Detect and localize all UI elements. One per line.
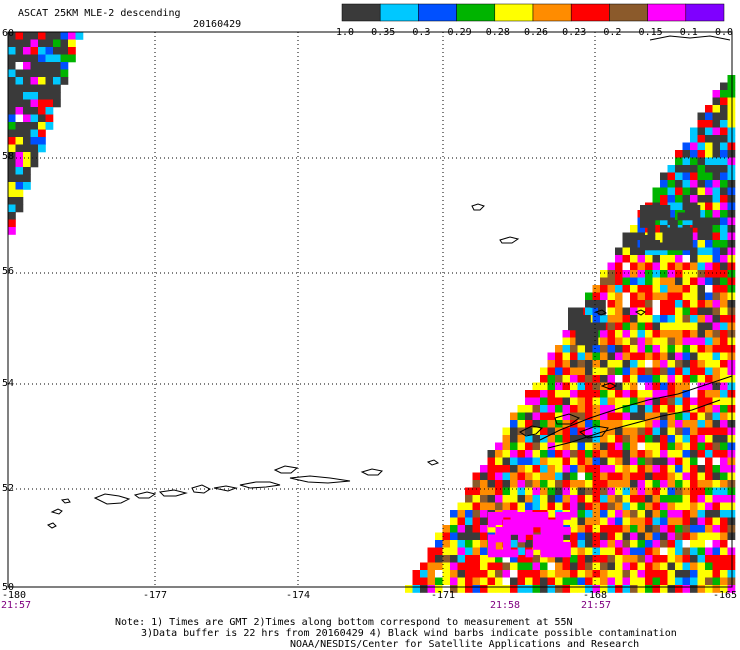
colorbar-swatch bbox=[532, 3, 572, 22]
note-line-1: Note: 1) Times are GMT 2)Times along bot… bbox=[115, 617, 573, 628]
colorbar-swatch bbox=[418, 3, 457, 22]
lon-label-180: -180 bbox=[1, 590, 27, 601]
colorbar-swatch bbox=[379, 3, 419, 22]
colorbar-tick-label: -0.3 bbox=[406, 27, 431, 38]
lat-label-50: 50 bbox=[2, 582, 15, 593]
time-label-right: 21:57 bbox=[580, 600, 612, 611]
lon-label-171: -171 bbox=[430, 590, 456, 601]
colorbar-swatch bbox=[341, 3, 381, 22]
colorbar-swatch bbox=[456, 3, 496, 22]
colorbar-tick-label: -1.0 bbox=[329, 27, 355, 38]
time-label-mid: 21:58 bbox=[489, 600, 521, 611]
lat-label-56: 56 bbox=[2, 266, 15, 277]
product-date: 20160429 bbox=[193, 19, 242, 30]
colorbar-tick-label: -0.26 bbox=[517, 27, 549, 38]
colorbar-tick-label: -0.23 bbox=[556, 27, 587, 38]
note-line-2: 3)Data buffer is 22 hrs from 20160429 4)… bbox=[141, 628, 677, 639]
lon-label-174: -174 bbox=[285, 590, 311, 601]
colorbar-swatch bbox=[494, 3, 534, 22]
map-frame bbox=[7, 31, 733, 588]
colorbar-swatch bbox=[685, 3, 725, 22]
coastlines bbox=[46, 35, 733, 529]
colorbar-tick-label: -0.29 bbox=[441, 27, 472, 38]
colorbar-tick-label: -0.1 bbox=[673, 27, 698, 38]
colorbar-tick-label: -0.15 bbox=[632, 27, 663, 38]
swath-data-east bbox=[405, 75, 736, 593]
colorbar-tick-label: -0.35 bbox=[365, 27, 396, 38]
colorbar-swatch bbox=[570, 3, 610, 22]
note-line-3: NOAA/NESDIS/Center for Satellite Applica… bbox=[290, 639, 640, 650]
colorbar-tick-label: -0.2 bbox=[597, 27, 622, 38]
swath-data-northwest bbox=[8, 32, 84, 235]
lon-label-168: -168 bbox=[582, 590, 608, 601]
colorbar-swatch bbox=[609, 3, 648, 22]
lon-label-165: -165 bbox=[712, 590, 738, 601]
lon-label-177: -177 bbox=[142, 590, 168, 601]
lat-label-54: 54 bbox=[2, 378, 15, 389]
product-title: ASCAT 25KM MLE-2 descending bbox=[18, 8, 181, 19]
colorbar-tick-label: -0.28 bbox=[479, 27, 510, 38]
lat-label-58: 58 bbox=[2, 151, 15, 162]
time-label-left: 21:57 bbox=[0, 600, 32, 611]
colorbar-swatch bbox=[647, 3, 687, 22]
lat-label-52: 52 bbox=[2, 483, 15, 494]
colorbar bbox=[341, 3, 725, 22]
lat-label-60: 60 bbox=[2, 28, 15, 39]
colorbar-tick-label: 0.0 bbox=[714, 27, 734, 38]
lat-lon-grid bbox=[8, 32, 732, 587]
